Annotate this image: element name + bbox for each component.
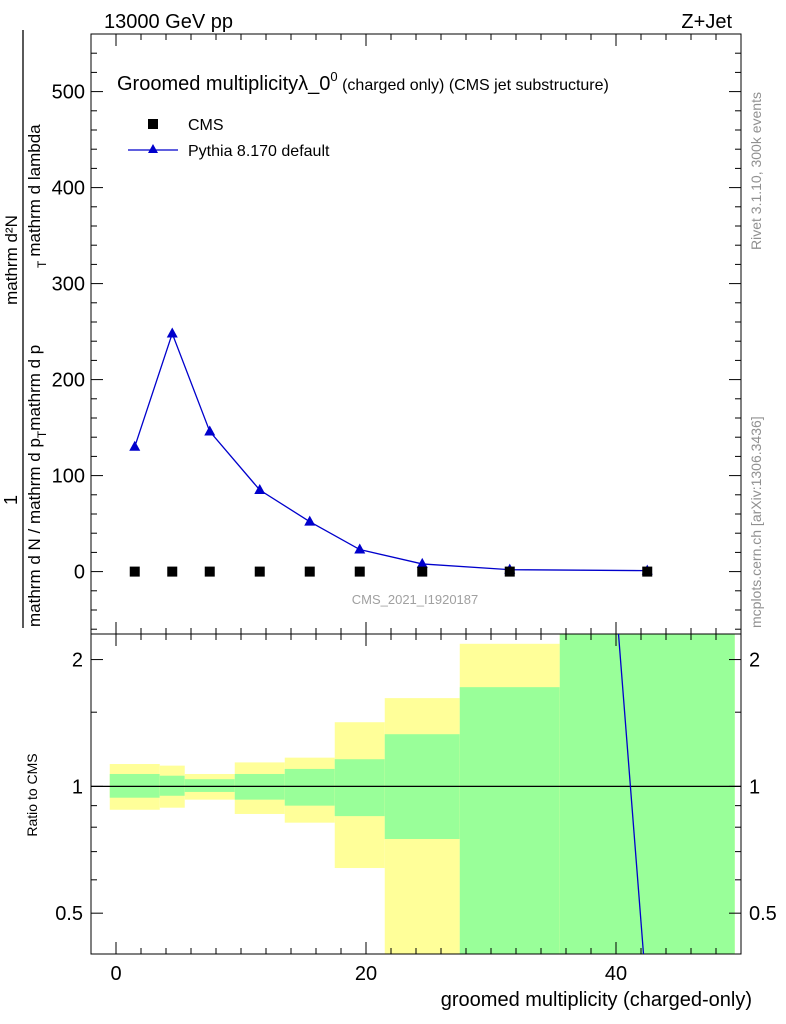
y-label-numerator: mathrm d²N: [2, 215, 21, 305]
legend-mc-marker: [148, 144, 158, 153]
ratio-y-axis-label: Ratio to CMS: [24, 753, 40, 836]
cms-point: [504, 566, 515, 577]
cms-point: [354, 566, 365, 577]
mc-point: [354, 543, 366, 554]
cms-point: [129, 566, 140, 577]
ratio-y-tick-label-right: 0.5: [749, 903, 777, 925]
main-y-tick-label: 200: [52, 370, 85, 392]
ratio-band-inner: [334, 759, 385, 817]
cms-series: [129, 566, 653, 577]
process-label: Z+Jet: [681, 11, 732, 33]
ratio-y-tick-label: 2: [72, 650, 83, 672]
ratio-band-inner: [559, 634, 735, 954]
cms-point: [642, 566, 653, 577]
y-label-fraction-one: 1: [1, 495, 21, 505]
mc-series: [129, 327, 653, 575]
ratio-band-inner: [159, 775, 185, 796]
ratio-mc-line: [617, 633, 645, 955]
ratio-band-inner: [459, 687, 560, 954]
ratio-band-inner: [184, 779, 235, 792]
main-y-axis-label: 1 mathrm d N / mathrm d pTmathrm d p mat…: [1, 30, 49, 628]
legend: CMS Pythia 8.170 default: [128, 117, 330, 160]
mc-point: [204, 425, 216, 436]
main-y-tick-label: 0: [74, 562, 85, 584]
plot-title-main: Groomed multiplicityλ_0: [117, 73, 330, 95]
mc-point: [166, 327, 178, 338]
y-label-denominator: mathrm d N / mathrm d pTmathrm d p: [25, 345, 49, 627]
x-tick-label: 20: [355, 963, 377, 985]
mcplots-info: mcplots.cern.ch [arXiv:1306.3436]: [748, 416, 764, 628]
main-y-tick-label: 300: [52, 274, 85, 296]
cms-point: [167, 566, 178, 577]
ratio-y-tick-label: 0.5: [55, 903, 83, 925]
cms-point: [204, 566, 215, 577]
mc-series-line: [134, 331, 648, 572]
ratio-band-inner: [284, 768, 335, 806]
y-label-dp: mathrm d p: [25, 345, 44, 431]
ratio-mc-segment: [617, 633, 645, 955]
y-label-sub-t1: T: [35, 430, 49, 438]
analysis-watermark: CMS_2021_I1920187: [352, 592, 479, 607]
x-axis-label: groomed multiplicity (charged-only): [441, 989, 752, 1011]
ratio-y-tick-label-right: 1: [749, 776, 760, 798]
legend-cms-marker: [148, 119, 158, 129]
legend-mc-label: Pythia 8.170 default: [188, 143, 330, 160]
y-label-dl: mathrm d lambda: [25, 124, 44, 257]
ratio-y-tick-label: 1: [72, 776, 83, 798]
mc-point: [129, 440, 141, 451]
ratio-y-tick-label-right: 2: [749, 650, 760, 672]
ratio-bands: [91, 634, 741, 954]
main-y-ticks: 0 100 200 300 400 500: [52, 33, 741, 634]
x-tick-label: 40: [605, 963, 627, 985]
main-y-tick-label: 500: [52, 82, 85, 104]
x-tick-label: 0: [110, 963, 121, 985]
ratio-ticks: 0.5 0.51 12 20 20 40: [55, 634, 777, 985]
y-label-dn-dp: mathrm d N / mathrm d p: [25, 438, 44, 627]
main-y-tick-label: 100: [52, 466, 85, 488]
cms-point: [254, 566, 265, 577]
rivet-info: Rivet 3.1.10, 300k events: [748, 92, 764, 250]
mc-point: [254, 484, 266, 494]
mc-point: [304, 515, 316, 526]
y-label-dlambda: Tmathrm d lambda: [25, 124, 49, 268]
plot-title: Groomed multiplicityλ_00 (charged only) …: [117, 69, 609, 95]
mc-point: [416, 557, 428, 568]
plot-title-tail: (charged only) (CMS jet substructure): [338, 77, 609, 94]
cms-point: [304, 566, 315, 577]
plot-title-sup: 0: [330, 69, 337, 84]
energy-label: 13000 GeV pp: [104, 11, 233, 33]
legend-cms-label: CMS: [188, 117, 224, 134]
cms-point: [417, 566, 428, 577]
main-y-tick-label: 400: [52, 178, 85, 200]
y-label-sub-t2: T: [35, 260, 49, 268]
